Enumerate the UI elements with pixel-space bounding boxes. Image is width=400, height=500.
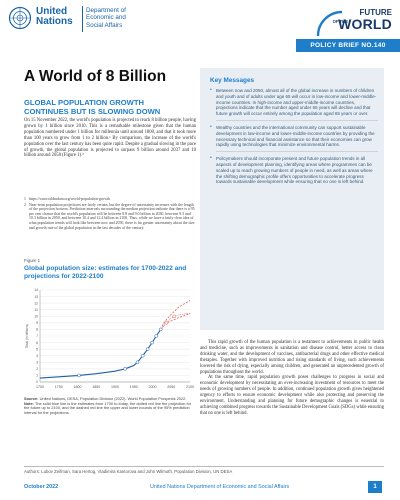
series-line	[160, 313, 191, 330]
footnote-number: 2	[24, 202, 26, 207]
bullet-icon: •	[210, 155, 212, 162]
series-line	[160, 313, 190, 330]
key-message-item: • Policymakers should incorporate presen…	[210, 155, 378, 185]
data-point-marker	[172, 314, 176, 319]
data-point-marker	[150, 340, 154, 345]
x-tick-label: 1800	[74, 385, 82, 389]
data-point-marker	[123, 367, 127, 371]
key-message-item: • Wealthy countries and the internationa…	[210, 123, 378, 148]
x-tick-label: 1900	[111, 385, 119, 389]
page-number: 1	[368, 481, 382, 493]
series-future-label: FUTURE	[359, 8, 392, 17]
y-tick-label: 7	[36, 334, 38, 338]
data-point-marker	[77, 373, 81, 378]
header-divider	[82, 6, 83, 32]
key-messages-list: • Between now and 2050, almost all of th…	[210, 87, 378, 188]
right-column-text: This rapid growth of the human populatio…	[200, 340, 384, 417]
footnote: 2 Near-term population projections are f…	[24, 203, 196, 231]
y-axis-label: Total (in billions)	[25, 324, 29, 348]
y-tick-label: 11	[34, 308, 38, 312]
key-divider	[216, 151, 378, 153]
y-tick-label: 5	[36, 347, 38, 351]
y-tick-label: 9	[36, 321, 38, 325]
footnote-link[interactable]: https://ourworldindata.org/world-populat…	[29, 197, 111, 201]
x-tick-label: 1850	[92, 385, 100, 389]
series-line	[160, 300, 191, 330]
y-tick-label: 3	[36, 360, 38, 364]
y-tick-label: 13	[34, 295, 38, 299]
intro-paragraph: On 15 November 2022, the world's populat…	[24, 118, 196, 159]
y-tick-label: 4	[36, 354, 38, 358]
future-of-the-world-logo	[312, 6, 396, 38]
y-tick-label: 2	[36, 367, 38, 371]
body-paragraph: This rapid growth of the human populatio…	[200, 340, 384, 375]
figure-title: Global population size: estimates for 17…	[24, 265, 187, 280]
y-tick-label: 8	[36, 328, 38, 332]
data-point-marker	[159, 327, 163, 332]
x-tick-label: 1950	[130, 385, 138, 389]
footnote: 1 https://ourworldindata.org/world-popul…	[24, 197, 196, 202]
note-label: Note:	[24, 400, 34, 406]
page-title: A World of 8 Billion	[24, 68, 167, 85]
footnote-number: 1	[24, 197, 26, 201]
body-paragraph: At the same time, rapid population growt…	[200, 375, 384, 416]
un-emblem-icon	[8, 6, 32, 30]
section-subheading: GLOBAL POPULATION GROWTH CONTINUES BUT I…	[24, 98, 161, 117]
key-message-text: Policymakers should incorporate present …	[216, 156, 373, 185]
series-world-label: WORLD	[338, 16, 392, 32]
source-text: United Nations, DESA, Population Divisio…	[39, 396, 187, 401]
y-tick-label: 0	[36, 380, 38, 384]
y-tick-label: 10	[34, 314, 38, 318]
x-tick-label: 2050	[167, 385, 175, 389]
policy-brief-badge: POLICY BRIEF NO.140	[296, 39, 400, 52]
key-divider	[216, 119, 378, 121]
source-label: Source:	[24, 396, 39, 401]
y-tick-label: 14	[34, 288, 38, 292]
y-tick-label: 1	[36, 374, 38, 378]
footer-department: United Nations Department of Economic an…	[150, 484, 290, 490]
y-tick-label: 12	[34, 301, 38, 305]
figure-source-note: Source: United Nations, DESA, Population…	[24, 396, 196, 416]
figure-label: Figure 1	[24, 258, 41, 263]
series-of-the-label: OF THE	[332, 19, 348, 24]
key-messages-title: Key Messages	[210, 77, 255, 84]
footnote-text: Near-term population projections are fai…	[29, 202, 195, 230]
x-tick-label: 1750	[55, 385, 63, 389]
key-message-text: Between now and 2050, almost all of the …	[216, 88, 377, 117]
key-message-text: Wealthy countries and the international …	[216, 124, 375, 148]
org-name: United Nations	[36, 6, 73, 27]
data-point-marker	[154, 334, 158, 338]
x-tick-label: 2000	[149, 385, 157, 389]
bullet-icon: •	[210, 123, 212, 130]
x-tick-label: 2100	[186, 385, 194, 389]
key-messages-box	[200, 68, 384, 330]
x-tick-label: 1700	[36, 385, 44, 389]
series-line	[39, 329, 162, 379]
data-point-marker	[164, 321, 169, 325]
note-text: The solid blue line is the estimates fro…	[24, 400, 192, 416]
footer-date: October 2022	[24, 484, 59, 490]
data-point-marker	[145, 347, 150, 351]
y-tick-label: 6	[36, 341, 38, 345]
data-point-marker	[135, 360, 140, 365]
authors-line: Authors: Lubov Zeifman, Sara Hertog, Vla…	[24, 466, 384, 474]
footnotes: 1 https://ourworldindata.org/world-popul…	[24, 197, 196, 231]
data-point-marker	[141, 353, 145, 358]
department-name: Department of Economic and Social Affair…	[86, 7, 126, 29]
key-message-item: • Between now and 2050, almost all of th…	[210, 87, 378, 117]
bullet-icon: •	[210, 87, 212, 93]
